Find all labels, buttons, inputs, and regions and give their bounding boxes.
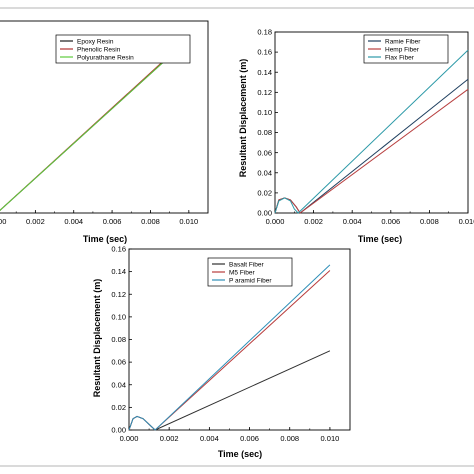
y-tick-label: 0.10 [257, 108, 272, 117]
legend-label: Epoxy Resin [77, 38, 114, 45]
y-tick-label: 0.06 [257, 148, 272, 157]
y-tick-label: 0.00 [257, 209, 272, 218]
y-tick-label: 0.00 [111, 426, 126, 435]
x-tick-label: 0.000 [266, 217, 285, 226]
y-axis-label: Resultant Displacement (m) [238, 59, 248, 178]
y-tick-label: 0.14 [111, 267, 126, 276]
x-tick-label: 0.000 [0, 217, 6, 226]
x-tick-label: 0.010 [179, 217, 198, 226]
legend-label: Phenolic Resin [77, 46, 121, 53]
chart-2: 0.000 0.002 0.004 0.006 0.008 0.010 0.00 0.02 0.… [238, 28, 474, 244]
y-tick-label: 0.08 [111, 335, 126, 344]
x-tick-label: 0.006 [381, 217, 400, 226]
x-tick-label: 0.008 [280, 434, 299, 443]
series-line-2 [128, 270, 331, 431]
y-tick-label: 0.08 [257, 128, 272, 137]
x-tick-label: 0.004 [343, 217, 362, 226]
x-tick-label: 0.002 [304, 217, 323, 226]
x-axis-label: Time (sec) [218, 449, 262, 459]
y-tick-label: 0.02 [257, 188, 272, 197]
y-tick-label: 0.12 [111, 290, 126, 299]
x-tick-label: 0.010 [459, 217, 474, 226]
y-tick-label: 0.04 [257, 168, 272, 177]
x-tick-label: 0.004 [200, 434, 219, 443]
series-line-3 [274, 49, 469, 214]
legend-label: Basalt Fiber [229, 261, 265, 268]
y-tick-label: 0.12 [257, 88, 272, 97]
x-tick-label: 0.006 [103, 217, 122, 226]
series-line-3 [128, 264, 331, 431]
legend-label: Flax Fiber [385, 54, 415, 61]
x-tick-label: 0.002 [26, 217, 45, 226]
y-axis-label: Resultant Displacement (m) [92, 279, 102, 398]
legend-label: Ramie Fiber [385, 38, 421, 45]
series-line-3 [0, 38, 190, 211]
y-tick-label: 0.04 [111, 380, 126, 389]
x-tick-label: 0.008 [141, 217, 160, 226]
legend-label: Hemp Fiber [385, 46, 420, 53]
legend-box [55, 34, 191, 64]
y-tick-label: 0.14 [257, 68, 272, 77]
plot-frame [0, 20, 209, 214]
x-tick-label: 0.010 [321, 434, 340, 443]
x-tick-label: 0.006 [240, 434, 259, 443]
y-tick-label: 0.02 [111, 403, 126, 412]
series-line-2 [274, 88, 469, 214]
legend-label: M5 Fiber [229, 269, 255, 276]
x-axis-label: Time (sec) [83, 234, 127, 244]
legend-label: Polyurathane Resin [77, 54, 134, 61]
y-tick-label: 0.10 [111, 312, 126, 321]
y-tick-label: 0.16 [111, 245, 126, 254]
x-tick-label: 0.004 [64, 217, 83, 226]
series-line-1 [274, 78, 469, 214]
x-tick-label: 0.002 [160, 434, 179, 443]
x-axis-label: Time (sec) [358, 234, 402, 244]
chart-3: 0.000 0.002 0.004 0.006 0.008 0.010 0.00 0.02 0.… [92, 245, 351, 459]
x-tick-label: 0.008 [420, 217, 439, 226]
y-tick-label: 0.18 [257, 28, 272, 37]
x-tick-label: 0.000 [120, 434, 139, 443]
chart-1: 0.000 0.002 0.004 0.006 0.008 0.010 Time (sec)… [0, 20, 209, 244]
y-tick-label: 0.06 [111, 358, 126, 367]
legend-label: P aramid Fiber [229, 277, 272, 284]
y-tick-label: 0.16 [257, 48, 272, 57]
